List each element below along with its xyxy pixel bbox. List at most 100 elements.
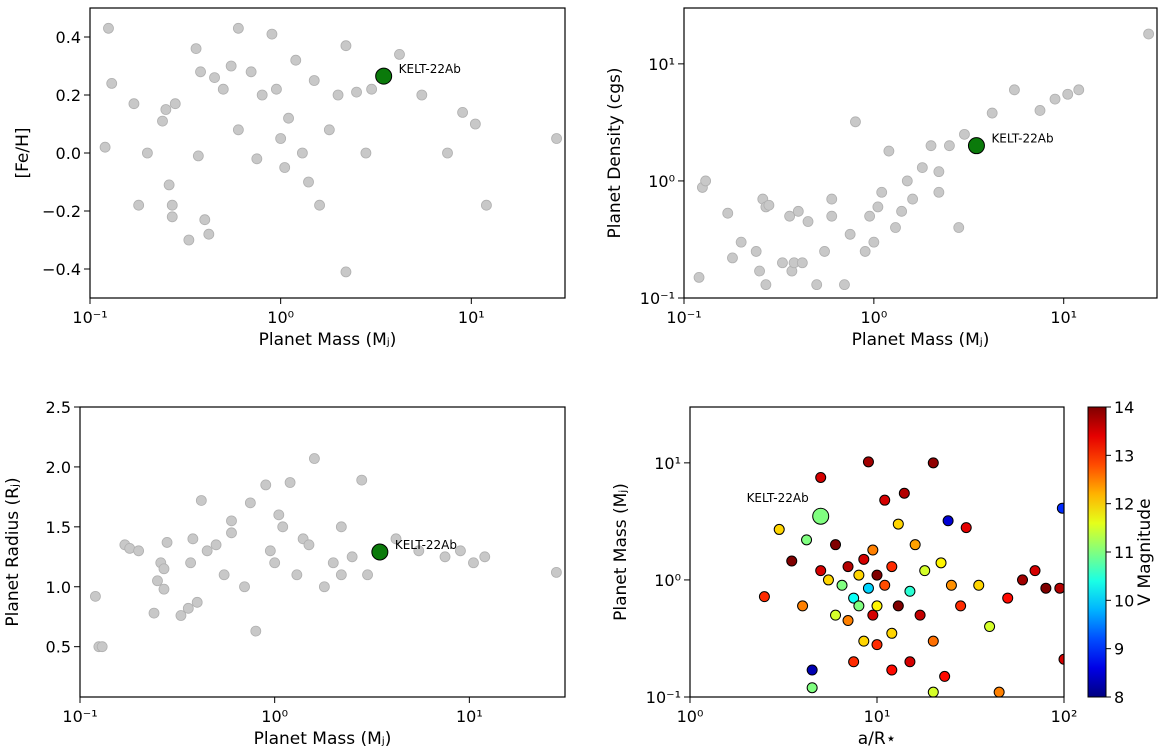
point (727, 252, 738, 264)
point (858, 635, 870, 647)
point (275, 133, 287, 144)
point (871, 569, 883, 581)
point (332, 89, 344, 101)
point (927, 457, 939, 469)
point (251, 153, 263, 165)
highlight-point (375, 67, 393, 85)
point (185, 557, 197, 569)
point (163, 179, 175, 191)
x-tick-label: 10¹ (458, 308, 485, 327)
point (830, 539, 842, 551)
point (314, 199, 325, 211)
point (853, 600, 865, 612)
point (898, 487, 910, 499)
point (935, 557, 947, 569)
y-tick-label: 2.0 (46, 458, 71, 477)
point (201, 545, 213, 557)
point (1062, 88, 1074, 100)
colorbar (1087, 406, 1107, 698)
point (264, 545, 276, 557)
y-tick-label: 0.2 (56, 86, 81, 105)
panel: 10⁻¹ 10⁰ 10¹ 0.5 1.0 1.5 2.0 2.5 Planet Mass (Mⱼ… (3, 398, 566, 749)
point (754, 265, 765, 277)
point (879, 579, 891, 591)
point (442, 147, 453, 159)
point (819, 246, 830, 257)
highlight-point (967, 137, 985, 155)
annotation: KELT-22Ab (399, 62, 461, 76)
point (271, 83, 282, 95)
point (190, 43, 202, 54)
point (133, 199, 145, 211)
point (1054, 582, 1064, 594)
x-tick-label: 10⁰ (860, 308, 887, 327)
point (927, 635, 939, 647)
x-axis-label: Planet Mass (Mⱼ) (259, 330, 397, 350)
point (195, 495, 207, 506)
y-tick-label: 1.5 (46, 518, 71, 537)
point (986, 107, 998, 119)
point (1073, 84, 1085, 96)
point (792, 205, 804, 217)
point (1002, 592, 1014, 604)
point (166, 211, 178, 223)
point (886, 561, 898, 573)
colorbar-tick-label: 12 (1114, 495, 1134, 514)
point (468, 557, 479, 569)
point (455, 545, 466, 557)
point (308, 75, 320, 86)
point (366, 83, 378, 95)
point (811, 279, 823, 291)
point (141, 147, 153, 159)
point (939, 670, 951, 682)
highlight-point (371, 543, 389, 561)
point (148, 607, 160, 619)
point (175, 610, 187, 621)
point (760, 279, 772, 291)
panel: 10⁻¹ 10⁰ 10¹ 10⁻¹ 10⁰ 10¹ Planet Mass (Mⱼ) Plan… (605, 7, 1158, 350)
axes-frame (79, 406, 566, 698)
point (945, 579, 957, 591)
axes-frame (683, 7, 1158, 299)
y-tick-label: 0.0 (56, 144, 81, 163)
point (848, 656, 860, 668)
points (90, 453, 562, 653)
annotation: KELT-22Ab (991, 132, 1053, 146)
point (904, 585, 916, 597)
colorbar-label: V Magnitude (1135, 498, 1155, 605)
point (1040, 582, 1052, 594)
point (867, 609, 879, 621)
point (848, 592, 860, 604)
y-tick-label: 0.5 (46, 638, 71, 657)
point (700, 175, 712, 187)
point (250, 625, 262, 637)
point (356, 474, 368, 486)
point (481, 199, 492, 211)
point (984, 621, 996, 633)
point (806, 682, 818, 694)
point (914, 609, 926, 621)
point (283, 112, 294, 124)
y-tick-label: 1.0 (46, 578, 71, 597)
axes-frame (689, 406, 1065, 698)
point (225, 60, 237, 72)
point (226, 515, 237, 527)
point (290, 54, 302, 66)
point (933, 166, 945, 178)
point (187, 533, 199, 545)
point (226, 527, 237, 539)
point (260, 479, 272, 491)
point (960, 522, 972, 534)
x-tick-label: 10¹ (864, 707, 891, 726)
point (1029, 565, 1041, 577)
point (217, 83, 229, 95)
point (944, 140, 955, 152)
point (550, 566, 562, 578)
point (896, 205, 907, 217)
point (166, 199, 178, 211)
annotation: KELT-22Ab (747, 491, 809, 505)
point (335, 521, 347, 533)
point (890, 222, 901, 233)
point (933, 186, 945, 198)
point (763, 199, 775, 211)
